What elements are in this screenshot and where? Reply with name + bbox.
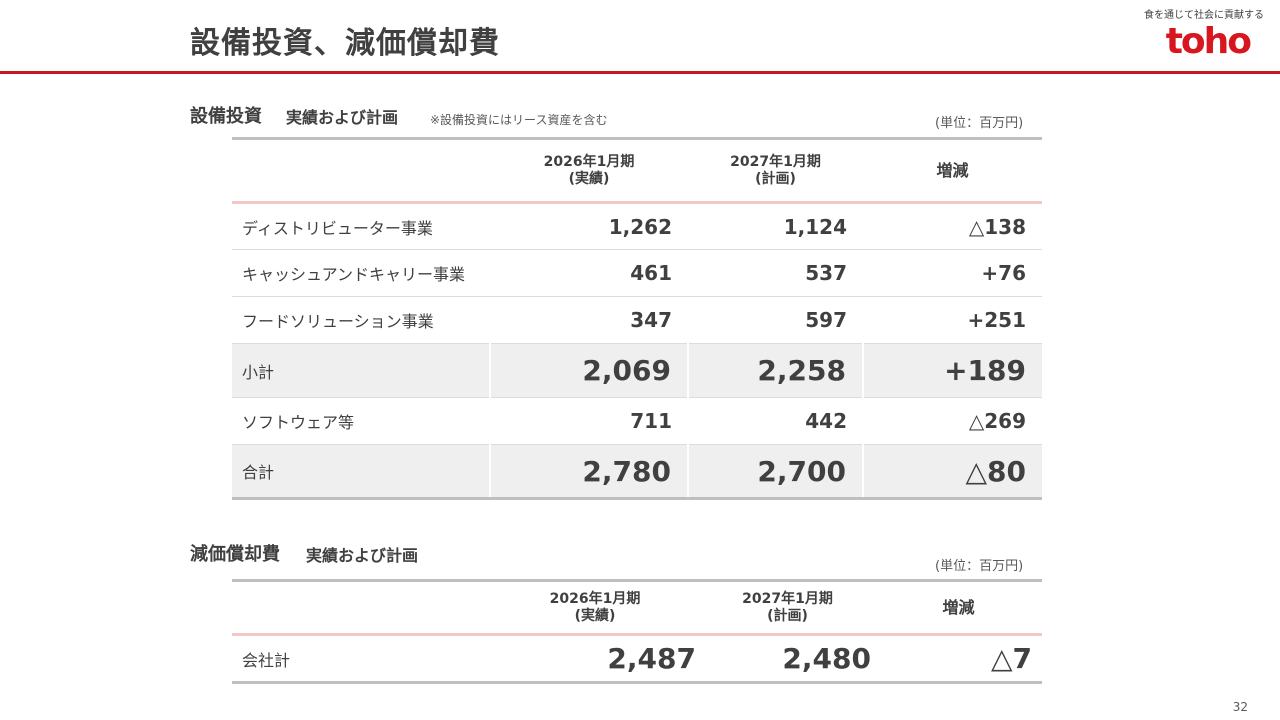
row-label: 合計 (232, 444, 490, 500)
row-actual: 461 (490, 249, 688, 297)
capex-header-plan-line1: 2027年1月期 (730, 153, 821, 170)
depreciation-header-actual-line1: 2026年1月期 (549, 590, 641, 607)
capex-header-plan-line2: (計画) (755, 170, 796, 187)
depreciation-table: 2026年1月期 (実績) 2027年1月期 (計画) 増減 会社計 2,487… (232, 579, 1042, 684)
row-plan: 2,700 (687, 444, 863, 500)
row-plan: 2,480 (700, 634, 875, 684)
header-divider (0, 71, 1280, 74)
row-actual: 2,069 (489, 343, 688, 398)
depreciation-header-blank (232, 579, 490, 636)
capex-header-change: 増減 (863, 137, 1042, 204)
capex-section-title: 設備投資 (190, 106, 262, 127)
page-number: 32 (1232, 700, 1248, 714)
row-change: △80 (862, 444, 1042, 500)
tagline: 食を通じて社会に貢献する (1144, 10, 1264, 21)
depreciation-section-subtitle: 実績および計画 (306, 546, 419, 565)
row-actual: 2,780 (489, 444, 688, 500)
row-plan: 597 (688, 296, 863, 344)
depreciation-header-plan: 2027年1月期 (計画) (700, 579, 875, 636)
depreciation-header-change: 増減 (875, 579, 1042, 636)
table-row: 会社計 2,487 2,480 △7 (232, 634, 1042, 684)
row-actual: 347 (490, 296, 688, 344)
depreciation-section-title: 減価償却費 (190, 544, 280, 565)
row-label: キャッシュアンドキャリー事業 (232, 249, 490, 297)
row-actual: 2,487 (490, 634, 700, 684)
toho-logo: toho (1165, 21, 1252, 62)
row-label: ソフトウェア等 (232, 397, 490, 445)
table-row: ソフトウェア等 711 442 △269 (232, 397, 1042, 445)
row-change: △269 (863, 397, 1042, 445)
capex-header-blank (232, 137, 490, 204)
capex-header-actual-line1: 2026年1月期 (543, 153, 635, 170)
page-title: 設備投資、減価償却費 (190, 26, 500, 61)
row-change: △7 (875, 634, 1042, 684)
row-label: 会社計 (232, 634, 490, 684)
row-label: 小計 (232, 343, 490, 398)
depreciation-header-actual: 2026年1月期 (実績) (490, 579, 700, 636)
row-plan: 537 (688, 249, 863, 297)
row-change: +251 (863, 296, 1042, 344)
capex-header-plan: 2027年1月期 (計画) (688, 137, 863, 204)
capex-header-actual: 2026年1月期 (実績) (490, 137, 688, 204)
row-change: △138 (863, 202, 1042, 250)
row-label: ディストリビューター事業 (232, 202, 490, 250)
capex-section-subtitle: 実績および計画 (286, 108, 399, 127)
row-plan: 442 (688, 397, 863, 445)
row-plan: 1,124 (688, 202, 863, 250)
capex-table: 2026年1月期 (実績) 2027年1月期 (計画) 増減 ディストリビュータ… (232, 137, 1042, 500)
capex-header-row: 2026年1月期 (実績) 2027年1月期 (計画) 増減 (232, 137, 1042, 204)
depreciation-unit: (単位：百万円) (935, 559, 1024, 574)
row-actual: 1,262 (490, 202, 688, 250)
row-label: フードソリューション事業 (232, 296, 490, 344)
row-change: +189 (862, 343, 1042, 398)
table-row: ディストリビューター事業 1,262 1,124 △138 (232, 202, 1042, 250)
table-row: フードソリューション事業 347 597 +251 (232, 296, 1042, 344)
depreciation-header-plan-line2: (計画) (767, 607, 808, 624)
row-change: +76 (863, 249, 1042, 297)
depreciation-header-row: 2026年1月期 (実績) 2027年1月期 (計画) 増減 (232, 579, 1042, 636)
depreciation-header-actual-line2: (実績) (574, 607, 616, 624)
depreciation-header-plan-line1: 2027年1月期 (742, 590, 833, 607)
table-row: キャッシュアンドキャリー事業 461 537 +76 (232, 249, 1042, 297)
row-actual: 711 (490, 397, 688, 445)
capex-note: ※設備投資にはリース資産を含む (430, 113, 608, 127)
row-plan: 2,258 (687, 343, 863, 398)
capex-header-actual-line2: (実績) (568, 170, 610, 187)
capex-unit: (単位：百万円) (935, 116, 1024, 131)
total-row: 合計 2,780 2,700 △80 (232, 444, 1042, 500)
subtotal-row: 小計 2,069 2,258 +189 (232, 343, 1042, 398)
